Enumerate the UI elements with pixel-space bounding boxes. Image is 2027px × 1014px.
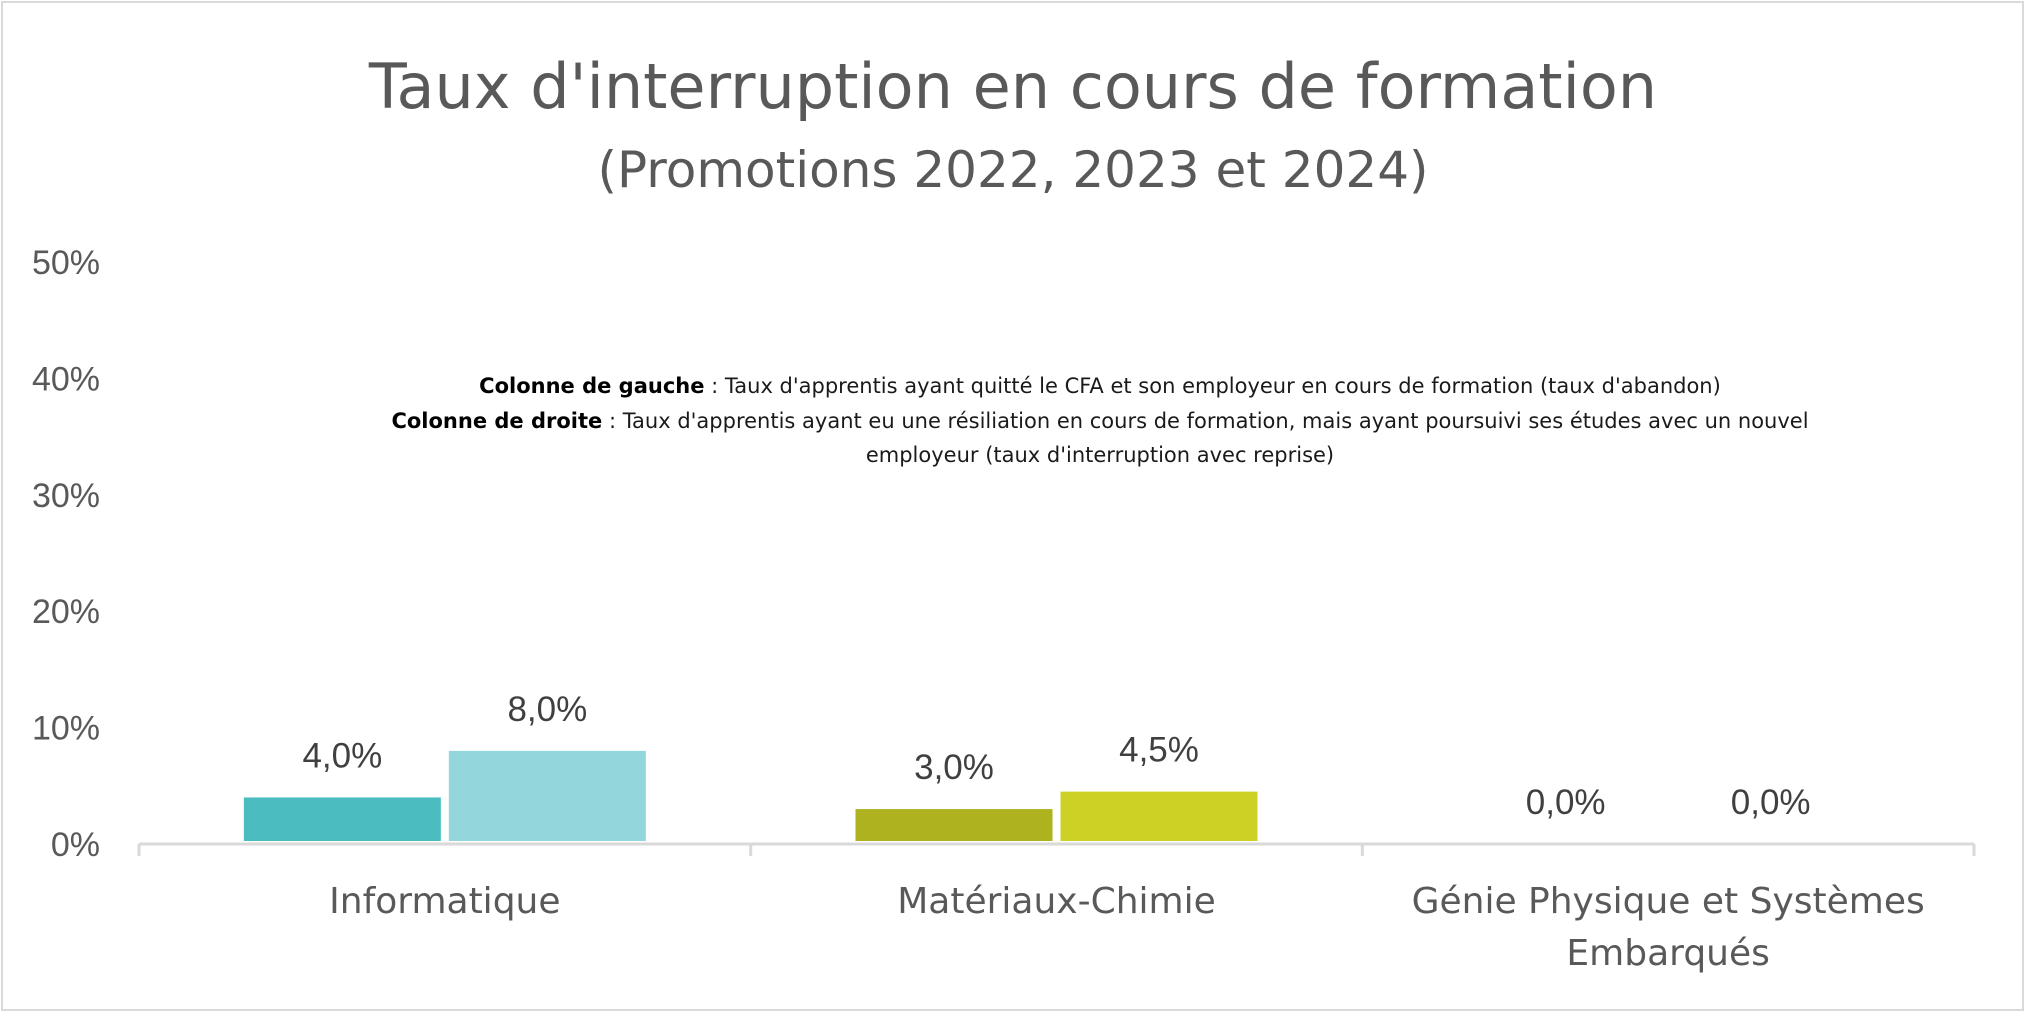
annotation-right-bold: Colonne de droite: [391, 409, 602, 433]
annotation-line-3: employeur (taux d'interruption avec repr…: [866, 443, 1334, 467]
annotation-line-1: Colonne de gauche : Taux d'apprentis aya…: [479, 374, 1721, 398]
annotation-left-text: : Taux d'apprentis ayant quitté le CFA e…: [704, 374, 1720, 398]
bar: [855, 809, 1053, 841]
y-axis: 0% 10% 20% 30% 40% 50%: [32, 244, 100, 864]
data-label: 4,0%: [302, 736, 382, 775]
bars: [243, 750, 1258, 841]
data-label: 0,0%: [1731, 783, 1811, 822]
bar: [243, 797, 441, 841]
bar: [1060, 791, 1258, 841]
data-label: 4,5%: [1119, 731, 1199, 770]
y-tick-label: 0%: [51, 826, 100, 864]
annotation-left-bold: Colonne de gauche: [479, 374, 704, 398]
y-tick-label: 40%: [32, 360, 100, 398]
y-tick-label: 20%: [32, 593, 100, 631]
y-tick-label: 10%: [32, 710, 100, 748]
category-labels: Informatique Matériaux-Chimie Génie Physiq…: [329, 881, 1925, 974]
category-label: Matériaux-Chimie: [897, 881, 1216, 922]
bar: [448, 750, 646, 841]
category-label: Informatique: [329, 881, 560, 922]
category-label: Génie Physique et Systèmes: [1412, 881, 1925, 922]
y-tick-label: 30%: [32, 477, 100, 515]
y-tick-label: 50%: [32, 244, 100, 282]
data-labels: 4,0% 8,0% 3,0% 4,5% 0,0% 0,0%: [302, 690, 1810, 822]
annotation-line-2: Colonne de droite : Taux d'apprentis aya…: [391, 409, 1808, 433]
chart-title: Taux d'interruption en cours de formatio…: [368, 50, 1657, 123]
chart-subtitle: (Promotions 2022, 2023 et 2024): [597, 141, 1428, 199]
data-label: 8,0%: [507, 690, 587, 729]
annotation-right-text: : Taux d'apprentis ayant eu une résiliat…: [602, 409, 1808, 433]
data-label: 3,0%: [914, 748, 994, 787]
x-axis: [137, 842, 1976, 856]
data-label: 0,0%: [1526, 783, 1606, 822]
annotation-box: Colonne de gauche : Taux d'apprentis aya…: [391, 374, 1808, 467]
category-label: Embarqués: [1566, 933, 1769, 974]
